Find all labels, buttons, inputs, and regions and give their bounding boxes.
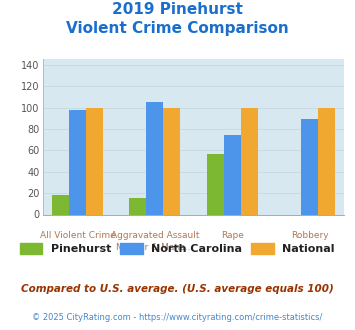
Text: Rape: Rape: [221, 231, 244, 240]
Bar: [86, 108, 103, 214]
Text: Robbery: Robbery: [291, 231, 328, 240]
Text: All Violent Crime: All Violent Crime: [39, 231, 115, 240]
Text: Murder & Mans...: Murder & Mans...: [116, 243, 193, 251]
Text: © 2025 CityRating.com - https://www.cityrating.com/crime-statistics/: © 2025 CityRating.com - https://www.city…: [32, 314, 323, 322]
Bar: [241, 108, 258, 214]
Bar: [318, 108, 335, 214]
Bar: [207, 153, 224, 214]
Bar: [163, 108, 180, 214]
Text: Aggravated Assault: Aggravated Assault: [110, 231, 199, 240]
Text: Compared to U.S. average. (U.S. average equals 100): Compared to U.S. average. (U.S. average …: [21, 284, 334, 294]
Bar: [146, 102, 163, 214]
Text: 2019 Pinehurst: 2019 Pinehurst: [112, 2, 243, 16]
Legend: Pinehurst, North Carolina, National: Pinehurst, North Carolina, National: [20, 243, 335, 254]
Bar: [129, 198, 146, 214]
Bar: [52, 195, 69, 214]
Bar: [69, 110, 86, 214]
Bar: [224, 135, 241, 214]
Bar: [301, 119, 318, 214]
Text: Violent Crime Comparison: Violent Crime Comparison: [66, 21, 289, 36]
